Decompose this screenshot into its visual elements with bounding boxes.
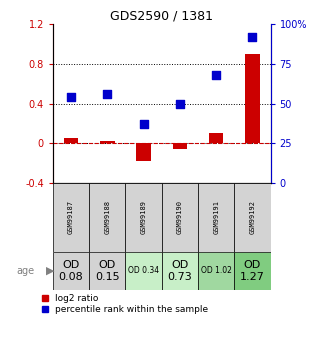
Bar bbox=[53, 183, 89, 252]
Text: OD 1.02: OD 1.02 bbox=[201, 266, 232, 275]
Bar bbox=[173, 143, 187, 149]
Point bbox=[105, 91, 110, 97]
Text: OD
1.27: OD 1.27 bbox=[240, 260, 265, 282]
Point bbox=[214, 72, 219, 78]
Bar bbox=[53, 252, 89, 290]
Bar bbox=[136, 143, 151, 161]
Point bbox=[177, 101, 182, 106]
Bar bbox=[234, 252, 271, 290]
Bar bbox=[209, 133, 223, 143]
Text: age: age bbox=[16, 266, 35, 276]
Text: OD
0.73: OD 0.73 bbox=[168, 260, 192, 282]
Text: GSM99190: GSM99190 bbox=[177, 200, 183, 234]
Text: GSM99187: GSM99187 bbox=[68, 200, 74, 234]
Point bbox=[68, 95, 73, 100]
Bar bbox=[125, 252, 162, 290]
Text: OD 0.34: OD 0.34 bbox=[128, 266, 159, 275]
Bar bbox=[89, 252, 125, 290]
Text: OD
0.15: OD 0.15 bbox=[95, 260, 120, 282]
Text: GSM99191: GSM99191 bbox=[213, 200, 219, 234]
Legend: log2 ratio, percentile rank within the sample: log2 ratio, percentile rank within the s… bbox=[42, 294, 208, 314]
Bar bbox=[162, 183, 198, 252]
Text: GSM99189: GSM99189 bbox=[141, 200, 146, 234]
Bar bbox=[64, 138, 78, 143]
Bar bbox=[234, 183, 271, 252]
Text: GSM99192: GSM99192 bbox=[249, 200, 255, 234]
Text: ▶: ▶ bbox=[46, 266, 54, 276]
Bar bbox=[125, 183, 162, 252]
Point bbox=[141, 121, 146, 127]
Bar bbox=[245, 54, 260, 143]
Bar bbox=[162, 252, 198, 290]
Text: OD
0.08: OD 0.08 bbox=[59, 260, 83, 282]
Bar bbox=[89, 183, 125, 252]
Bar bbox=[198, 252, 234, 290]
Bar bbox=[198, 183, 234, 252]
Text: GSM99188: GSM99188 bbox=[104, 200, 110, 234]
Title: GDS2590 / 1381: GDS2590 / 1381 bbox=[110, 10, 213, 23]
Point bbox=[250, 34, 255, 40]
Bar bbox=[100, 141, 114, 143]
